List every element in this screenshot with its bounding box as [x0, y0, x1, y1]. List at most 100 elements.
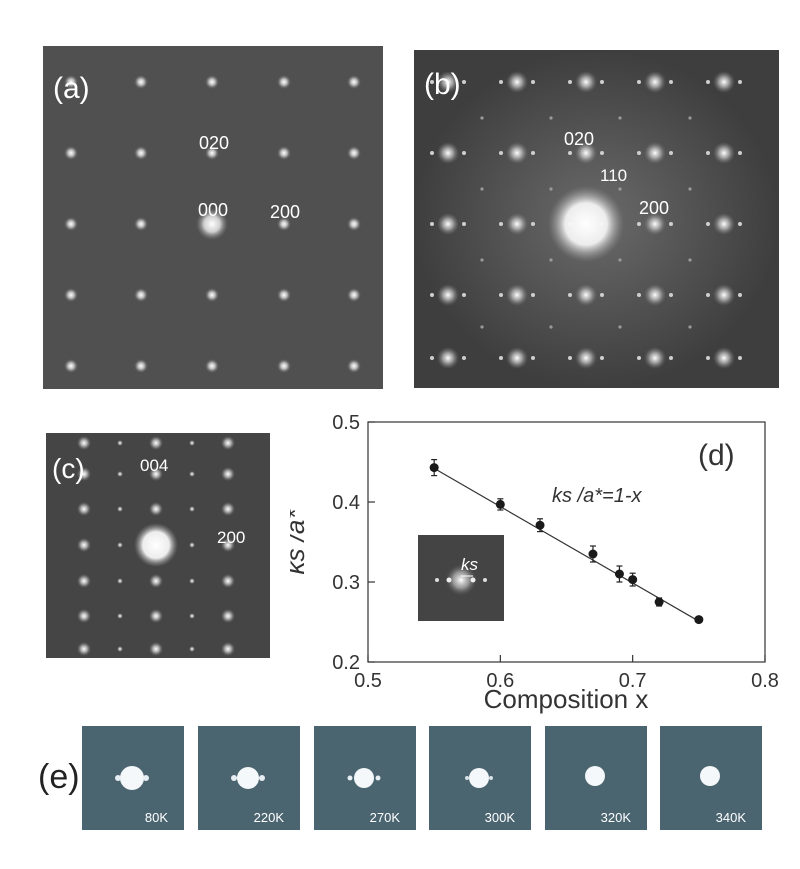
diffraction-spot	[221, 436, 235, 450]
diffraction-spot	[480, 116, 484, 120]
diffraction-spot	[77, 574, 91, 588]
diffraction-spot	[600, 151, 604, 155]
diffraction-spot	[347, 217, 361, 231]
diffraction-spot	[480, 187, 484, 191]
diffraction-spot	[706, 151, 710, 155]
temperature-label: 220K	[254, 810, 285, 825]
diffraction-spot	[637, 151, 641, 155]
diffraction-spot	[205, 75, 219, 89]
x-tick-label: 0.7	[619, 670, 647, 692]
thumb-220k: 220K	[198, 726, 300, 830]
thumb-image: 270K	[314, 726, 416, 830]
diffraction-spot	[430, 356, 434, 360]
x-tick-label: 0.8	[751, 670, 779, 692]
temperature-label: 320K	[601, 810, 632, 825]
thumb-80k: 80K	[82, 726, 184, 830]
temperature-label: 340K	[716, 810, 747, 825]
data-point	[628, 575, 638, 585]
diffraction-spot	[189, 440, 195, 446]
diffraction-spot	[205, 288, 219, 302]
panel-c-tag: (c)	[52, 453, 85, 484]
y-axis-label: ks /a*	[290, 509, 310, 575]
diffraction-spot	[462, 151, 466, 155]
diffraction-spot	[117, 542, 123, 548]
diffraction-spot	[688, 187, 692, 191]
diffraction-spot	[462, 80, 466, 84]
diffraction-spot	[738, 356, 742, 360]
temperature-label: 300K	[485, 810, 516, 825]
diffraction-spot	[669, 293, 673, 297]
diffraction-spot	[189, 578, 195, 584]
diffraction-spot	[117, 506, 123, 512]
diffraction-spot	[531, 222, 535, 226]
thumb-image: 80K	[82, 726, 184, 830]
diffraction-spot	[347, 288, 361, 302]
diffraction-spot	[568, 293, 572, 297]
diffraction-spot	[575, 347, 597, 369]
diffraction-spot	[499, 293, 503, 297]
diffraction-spot	[618, 116, 622, 120]
diffraction-spot	[117, 440, 123, 446]
diffraction-spot	[77, 436, 91, 450]
data-point	[535, 520, 545, 530]
diffraction-spot	[568, 151, 572, 155]
diffraction-spot	[644, 284, 666, 306]
diffraction-spot	[575, 142, 597, 164]
diffraction-spot	[531, 151, 535, 155]
y-tick-label: 0.2	[332, 652, 360, 674]
diffraction-spot	[499, 151, 503, 155]
data-point	[614, 569, 624, 579]
spot-label-200: 200	[217, 528, 245, 547]
y-tick-label: 0.4	[332, 492, 360, 514]
diffraction-spot	[706, 222, 710, 226]
diffraction-spot	[637, 356, 641, 360]
data-point	[694, 615, 704, 625]
ks-vs-composition-plot: 0.2 0.3 0.4 0.5 0.5 0.6 0.7 0.8 ks (d) ks /a*=…	[280, 410, 795, 720]
thumb-320k: 320K	[545, 726, 647, 830]
diffraction-spot	[221, 609, 235, 623]
diffraction-spot	[221, 502, 235, 516]
diffraction-spot	[430, 222, 434, 226]
diffraction-spot	[575, 71, 597, 93]
diffraction-spot	[430, 80, 434, 84]
fit-annotation: ks /a*=1-x	[552, 485, 642, 507]
spot-label-200: 200	[639, 198, 669, 218]
diffraction-spot	[506, 347, 528, 369]
diffraction-spot	[669, 356, 673, 360]
diffraction-spot	[713, 142, 735, 164]
diffraction-spot	[637, 80, 641, 84]
diffraction-spot	[738, 293, 742, 297]
diffraction-spot	[134, 146, 148, 160]
diffraction-spot	[637, 293, 641, 297]
spot-label-000: 000	[198, 200, 228, 220]
thumb-300k: 300K	[429, 726, 531, 830]
diffraction-spot	[347, 146, 361, 160]
diffraction-spot	[600, 356, 604, 360]
panel-d-tag: (d)	[698, 439, 735, 472]
diffraction-spot	[531, 293, 535, 297]
y-tick-label: 0.3	[332, 572, 360, 594]
diffraction-spot	[189, 542, 195, 548]
plot-frame	[367, 421, 766, 663]
diffraction-spot	[480, 258, 484, 262]
diffraction-spot	[117, 578, 123, 584]
thumb-image: 340K	[660, 726, 762, 830]
diffraction-spot	[149, 436, 163, 450]
thumb-image: 220K	[198, 726, 300, 830]
diffraction-spot	[64, 146, 78, 160]
diffraction-spot	[637, 222, 641, 226]
diffraction-spot	[669, 80, 673, 84]
diffraction-spot	[277, 75, 291, 89]
diffraction-spot	[437, 213, 459, 235]
diffraction-spot	[499, 80, 503, 84]
diffraction-spot	[600, 293, 604, 297]
diffraction-spot	[430, 151, 434, 155]
data-point	[429, 463, 439, 473]
diffraction-spot	[277, 146, 291, 160]
diffraction-spot	[277, 359, 291, 373]
diffraction-b-image: (b) 020 110 200	[414, 50, 779, 388]
temperature-label: 80K	[145, 810, 168, 825]
diffraction-spot	[618, 325, 622, 329]
diffraction-spot	[531, 80, 535, 84]
diffraction-spot	[713, 284, 735, 306]
